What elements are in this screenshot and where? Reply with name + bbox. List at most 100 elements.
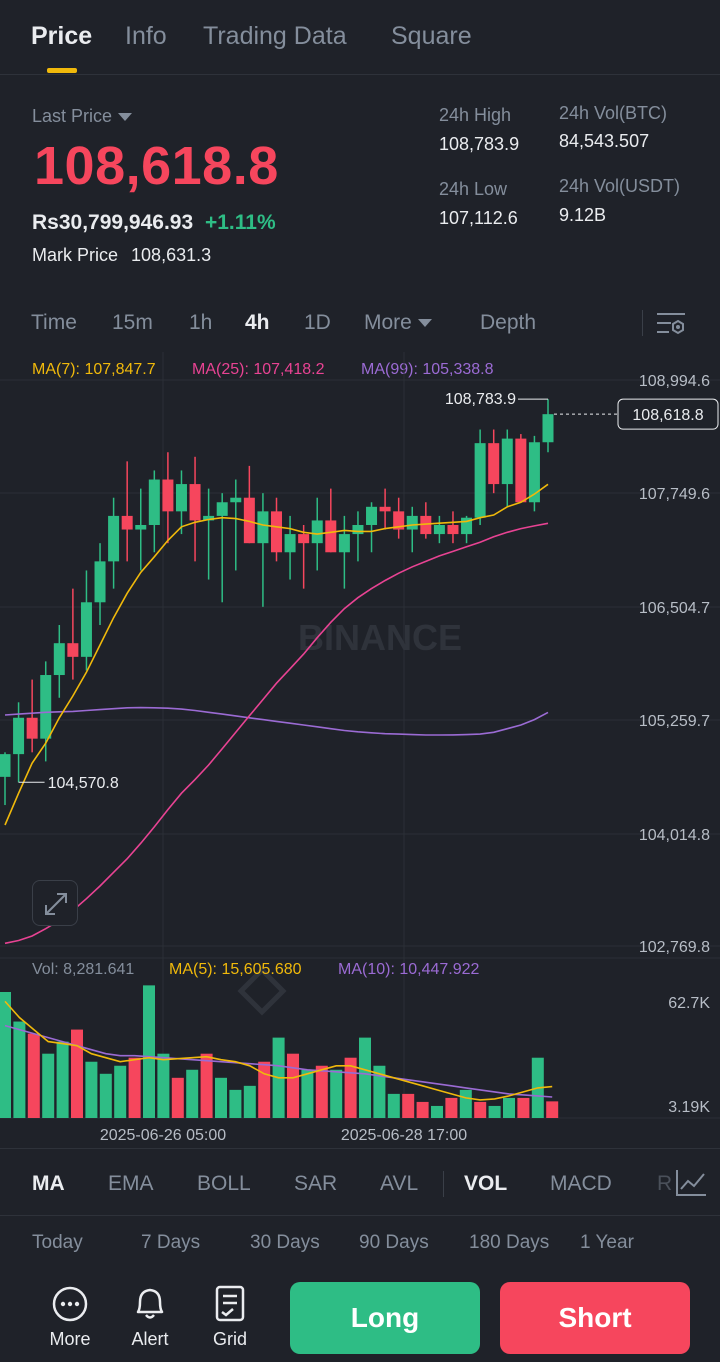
candle [352,524,364,535]
indicator-sar[interactable]: SAR [294,1172,338,1195]
volume-bar [229,1089,242,1118]
ma7-legend: MA(7): 107,847.7 [32,361,156,378]
volume-bar [416,1101,429,1118]
volume-bar [200,1053,213,1118]
expand-icon [45,893,67,915]
range-1-year[interactable]: 1 Year [580,1232,634,1253]
volume-bar [143,985,155,1118]
candle [216,502,228,516]
candle [108,515,120,562]
current-price-tag [617,398,719,430]
candle [121,515,133,530]
interval-time[interactable]: Time [31,311,77,334]
vol-ma5-legend: MA(5): 15,605.680 [169,961,302,978]
indicator-ema[interactable]: EMA [108,1172,154,1195]
candle [325,520,337,553]
candlestick-chart[interactable]: BINANCE 108,994.6 107,749.6 106,504.7 105,25… [0,352,720,1148]
watermark: BINANCE [298,617,462,658]
indicator-ma[interactable]: MA [32,1172,65,1195]
ma25-line [4,522,549,945]
volume-bar [128,1057,141,1118]
tab-price[interactable]: Price [31,22,93,50]
volume-bar [85,1061,98,1118]
candle [230,497,242,503]
candle [162,479,174,512]
more-label: More [49,1329,91,1349]
interval-4h[interactable]: 4h [245,311,270,334]
indicator-avl[interactable]: AVL [380,1172,419,1195]
ma7-line [4,483,549,826]
short-button[interactable]: Short [500,1282,690,1354]
candle [474,443,486,518]
candle [175,484,187,512]
volume-bar [171,1077,184,1118]
current-price-label: 108,618.8 [632,407,703,424]
interval-more-label: More [364,311,412,334]
indicator-chart-icon[interactable] [674,1167,708,1199]
candle [393,511,405,530]
stat-high-value: 108,783.9 [439,134,520,154]
indicator-vol[interactable]: VOL [464,1172,508,1195]
tab-info[interactable]: Info [125,22,167,50]
ma99-line [4,706,549,736]
volume-bar [546,1101,559,1118]
last-price-selector[interactable]: Last Price [32,106,133,127]
stat-high-label: 24h High [439,105,512,125]
stat-vol-btc-value: 84,543.507 [559,131,650,151]
interval-more[interactable]: More [364,311,432,335]
range-90-days[interactable]: 90 Days [359,1232,429,1253]
volume-bar [42,1053,55,1118]
long-button[interactable]: Long [290,1282,480,1354]
candle [366,506,378,525]
vol-ma10-line [4,1024,553,1098]
tab-square[interactable]: Square [391,22,472,50]
caret-down-icon [417,319,432,328]
volume-bar [387,1093,400,1118]
grid-icon [215,1285,245,1322]
chart-settings-icon[interactable] [655,310,687,338]
x-tick-label: 2025-06-26 05:00 [100,1127,226,1144]
volume-bar [402,1093,415,1118]
alert-button[interactable] [120,1284,180,1329]
grid-button[interactable] [200,1284,260,1329]
y-tick-label: 106,504.7 [639,600,710,617]
indicator-boll[interactable]: BOLL [197,1172,251,1195]
volume-bar [56,1041,69,1118]
range-7-days[interactable]: 7 Days [141,1232,201,1253]
candle [40,675,52,739]
candle [271,511,282,553]
volume-bar [0,992,11,1118]
candle [433,524,445,535]
indicator-macd[interactable]: MACD [550,1172,612,1195]
expand-chart-button[interactable] [32,880,78,926]
mark-price-label: Mark Price [32,245,119,265]
volume-bar [315,1065,328,1118]
interval-1d[interactable]: 1D [304,311,331,334]
interval-15m[interactable]: 15m [112,311,153,334]
candle [67,643,79,657]
indicator-rsi[interactable]: R [657,1172,673,1195]
binance-logo-icon [237,966,287,1016]
candle [515,438,527,503]
ma25-legend: MA(25): 107,418.2 [192,361,325,378]
tab-trading-data[interactable]: Trading Data [203,22,347,50]
vol-ma5-line [4,1000,553,1101]
volume-bar [243,1085,256,1118]
last-price-value: 108,618.8 [34,136,279,196]
interval-1h[interactable]: 1h [189,311,213,334]
volume-bar [186,1069,199,1118]
mark-price-value: 108,631.3 [131,245,212,265]
last-price-label: Last Price [32,106,113,126]
range-180-days[interactable]: 180 Days [469,1232,550,1253]
range-30-days[interactable]: 30 Days [250,1232,320,1253]
range-today[interactable]: Today [32,1232,83,1253]
candle [80,602,92,657]
stat-low-value: 107,112.6 [439,208,518,228]
candle [528,442,540,503]
y-tick-label: 107,749.6 [639,486,710,503]
volume-bar [71,1029,83,1118]
candle [284,534,296,553]
tab-depth[interactable]: Depth [480,311,537,334]
volume-bar [157,1053,170,1118]
more-button[interactable] [40,1284,100,1329]
